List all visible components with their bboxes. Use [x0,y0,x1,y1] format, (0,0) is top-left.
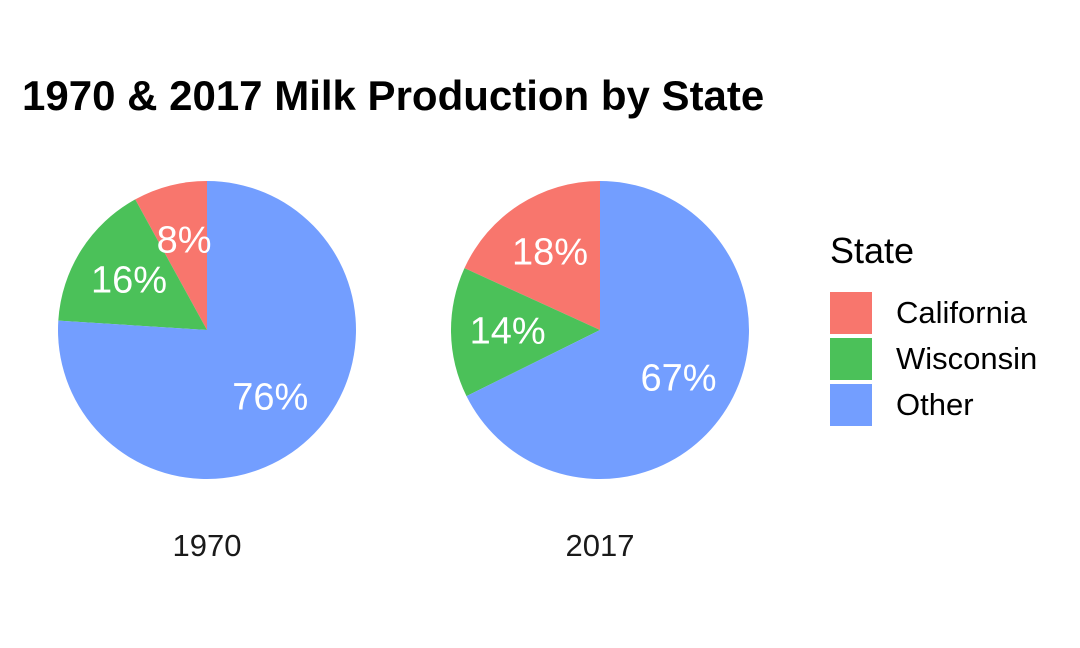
legend: State California Wisconsin Other [830,230,1037,428]
legend-label-other: Other [896,387,974,422]
legend-item-california: California [830,290,1037,336]
slice-label-1970-california: 8% [157,220,212,262]
legend-label-wisconsin: Wisconsin [896,341,1038,376]
pie-1970: 8%16% 76% 1970 [58,181,357,563]
slice-1970-wisconsin [58,199,207,330]
slice-2017-wisconsin [450,268,600,397]
slice-1970-california [135,181,207,330]
slice-label-2017-wisconsin: 14% [470,310,546,352]
facet-label-2017: 2017 [566,528,635,563]
slice-2017-california [464,181,600,330]
legend-key-wisconsin [830,338,872,380]
facet-label-1970: 1970 [173,528,242,563]
slice-label-2017-california: 18% [512,231,588,273]
slice-label-1970-other: 76% [232,376,308,418]
legend-title: State [830,230,915,271]
slice-label-1970-wisconsin: 16% [91,260,167,302]
legend-key-other [830,384,872,426]
chart-title: 1970 & 2017 Milk Production by State [22,72,765,119]
slice-2017-other [466,181,749,479]
slice-label-2017-other: 67% [640,358,716,400]
legend-item-other: Other [830,382,1037,428]
legend-key-california [830,292,872,334]
legend-label-california: California [896,295,1027,330]
pie-charts: 8%16% 76% 1970 18% 14% 67% 2017 [58,181,749,563]
pie-2017: 18% 14% 67% 2017 [450,181,749,563]
legend-item-wisconsin: Wisconsin [830,336,1037,382]
slice-1970-other [58,181,357,479]
